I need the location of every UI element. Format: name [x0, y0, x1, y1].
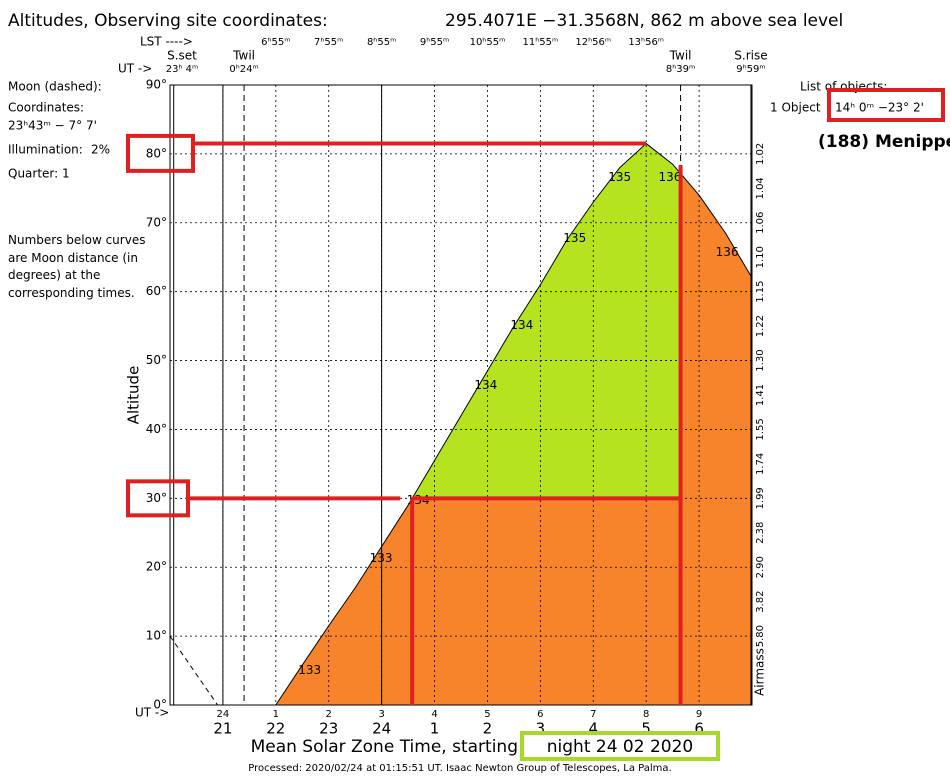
y-tick-label: 20° — [146, 560, 167, 574]
moon-illumination: 2% — [91, 143, 110, 157]
x-tick-label-local: 3 — [536, 720, 546, 738]
moon-distance: 134 — [474, 378, 497, 392]
x-tick-label-local: 2 — [483, 720, 493, 738]
x-tick-label: 9 — [696, 709, 702, 720]
x-tick-label: 1 — [273, 709, 279, 720]
y-tick-label: 0° — [153, 698, 167, 712]
highlight-area — [412, 143, 681, 499]
x-axis-label: Mean Solar Zone Time, starting — [251, 737, 518, 757]
y2-tick-label: 1.22 — [755, 315, 766, 337]
y2-tick-label: 1.02 — [755, 143, 766, 165]
y2-tick-label: 5.80 — [755, 625, 766, 647]
y2-tick-label: 1.06 — [755, 212, 766, 234]
y2-tick-label: 1.55 — [755, 418, 766, 440]
chart-title: Altitudes, Observing site coordinates: — [8, 11, 328, 31]
annotation-box — [827, 88, 945, 122]
y-tick-label: 60° — [146, 284, 167, 298]
event-name: S.rise — [734, 49, 767, 63]
x-tick-label-local: 24 — [372, 720, 391, 738]
lst-label: LST ----> — [140, 35, 193, 49]
x-tick-label-local: 23 — [319, 720, 338, 738]
moon-distance: 135 — [608, 170, 631, 184]
x-tick-label: 6 — [537, 709, 543, 720]
y2-axis-label: Airmass — [753, 648, 767, 696]
y2-tick-label: 2.90 — [755, 556, 766, 578]
x-tick-label: 5 — [484, 709, 490, 720]
y2-tick-label: 2.38 — [755, 522, 766, 544]
lst-tick-label: 10ʰ55ᵐ — [470, 37, 506, 48]
moon-coordinates-label: Coordinates: — [8, 101, 84, 115]
x-tick-label: 3 — [378, 709, 384, 720]
x-tick-label: 7 — [590, 709, 596, 720]
x-tick-label-local: 22 — [266, 720, 285, 738]
moon-legend: Moon (dashed): — [8, 80, 102, 94]
x-tick-label-local: 6 — [694, 720, 704, 738]
event-time: 9ʰ59ᵐ — [736, 64, 765, 75]
x-tick-label: 2 — [326, 709, 332, 720]
y-tick-label: 90° — [146, 78, 167, 92]
moon-coordinates: 23ʰ43ᵐ − 7° 7' — [8, 119, 97, 133]
x-tick-label: 8 — [643, 709, 649, 720]
event-time: 8ʰ39ᵐ — [666, 64, 695, 75]
x-tick-label-local: 4 — [588, 720, 598, 738]
y2-tick-label: 1.74 — [755, 453, 766, 475]
moon-illumination-label: Illumination: — [8, 143, 83, 157]
y2-tick-label: 1.15 — [755, 281, 766, 303]
lst-tick-label: 6ʰ55ᵐ — [261, 37, 290, 48]
moon-curve — [169, 635, 219, 706]
moon-note: Numbers below curves are Moon distance (… — [8, 233, 146, 300]
y2-tick-label: 1.99 — [755, 487, 766, 509]
y-tick-label: 70° — [146, 215, 167, 229]
y-tick-label: 10° — [146, 629, 167, 643]
lst-tick-label: 13ʰ56ᵐ — [628, 37, 664, 48]
event-name: Twil — [232, 49, 255, 63]
x-tick-label-local: 5 — [641, 720, 651, 738]
x-tick-label-local: 21 — [213, 720, 232, 738]
moon-distance: 136 — [716, 245, 739, 259]
y2-tick-label: 1.04 — [755, 177, 766, 199]
x-tick-label: 24 — [217, 709, 230, 720]
ut-prefix-top: UT -> — [118, 62, 152, 76]
y-tick-label: 80° — [146, 146, 167, 160]
event-time: 0ʰ24ᵐ — [229, 64, 258, 75]
event-time: 23ʰ 4ᵐ — [166, 64, 199, 75]
moon-distance: 135 — [563, 231, 586, 245]
y-tick-label: 30° — [146, 491, 167, 505]
y2-tick-label: 1.41 — [755, 384, 766, 406]
plot-frame — [169, 84, 753, 706]
y2-tick-label: 3.82 — [755, 591, 766, 613]
altitude-curve — [275, 142, 753, 706]
moon-distance: 133 — [298, 663, 321, 677]
date-label: night 24 02 2020 — [547, 737, 693, 757]
y2-tick-label: 1.30 — [755, 349, 766, 371]
object-coordinates: 14ʰ 0ᵐ −23° 2' — [835, 101, 924, 115]
y-axis-label: Altitude — [125, 366, 143, 425]
y-tick-label: 40° — [146, 422, 167, 436]
moon-distance: 134 — [510, 318, 533, 332]
ut-prefix-bottom: UT -> — [135, 706, 169, 720]
annotation-box — [126, 133, 195, 173]
date-box — [520, 731, 720, 761]
y2-tick-label: 1.10 — [755, 246, 766, 268]
moon-distance: 136 — [659, 170, 682, 184]
moon-quarter: Quarter: 1 — [8, 167, 70, 181]
event-name: Twil — [669, 49, 692, 63]
x-tick-label-local: 1 — [430, 720, 440, 738]
x-tick-label: 4 — [431, 709, 437, 720]
moon-distance: 133 — [370, 551, 393, 565]
lst-tick-label: 11ʰ55ᵐ — [522, 37, 558, 48]
lst-tick-label: 9ʰ55ᵐ — [420, 37, 449, 48]
footer: Processed: 2020/02/24 at 01:15:51 UT. Is… — [248, 763, 671, 774]
lst-tick-label: 7ʰ55ᵐ — [314, 37, 343, 48]
y-tick-label: 50° — [146, 353, 167, 367]
site-coordinates: 295.4071E −31.3568N, 862 m above sea lev… — [445, 11, 843, 31]
object-name: (188) Menippe — [818, 132, 950, 152]
event-name: S.set — [167, 49, 197, 63]
lst-tick-label: 12ʰ56ᵐ — [575, 37, 611, 48]
object-entry: 1 Object — [770, 101, 821, 115]
lst-tick-label: 8ʰ55ᵐ — [367, 37, 396, 48]
